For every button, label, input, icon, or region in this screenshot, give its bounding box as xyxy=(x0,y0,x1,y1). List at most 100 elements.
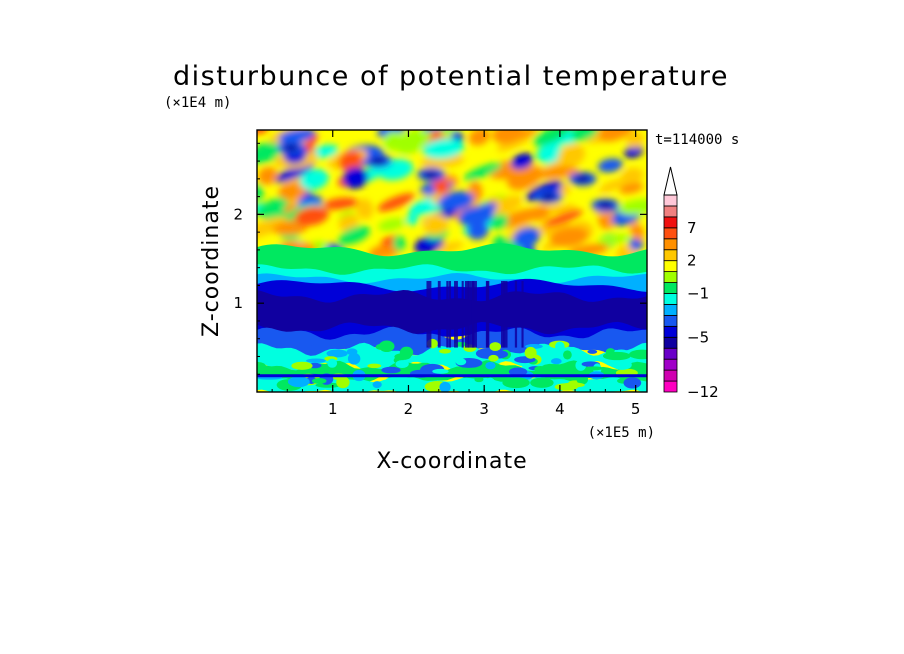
contour-blob xyxy=(338,214,359,232)
contour-streak xyxy=(485,280,489,348)
contour-blob xyxy=(347,352,361,365)
x-tick-label: 2 xyxy=(404,400,414,418)
contour-blob-core xyxy=(574,174,591,183)
y-tick-label: 2 xyxy=(233,205,243,223)
contour-blob xyxy=(423,214,449,236)
contour-blob-core xyxy=(283,143,300,152)
contour-streak xyxy=(454,280,458,348)
contour-blob xyxy=(278,181,308,200)
contour-streak xyxy=(467,280,472,348)
contour-blob xyxy=(512,227,541,248)
contour-blob xyxy=(346,348,358,356)
contour-blob xyxy=(326,349,348,358)
x-tick-label: 4 xyxy=(555,400,565,418)
colorbar-segment xyxy=(663,271,678,283)
contour-blob xyxy=(536,143,563,164)
contour-blob xyxy=(381,366,401,374)
contour-blob xyxy=(327,358,338,368)
colorbar-label: 7 xyxy=(687,219,697,237)
contour-blob xyxy=(508,367,528,377)
contour-blob xyxy=(432,368,449,374)
colorbar-segment xyxy=(663,380,678,393)
contour-blob xyxy=(563,350,572,360)
contour-blob xyxy=(485,361,496,370)
contour-streak xyxy=(446,280,449,348)
contour-blob xyxy=(257,166,278,185)
y-axis-label: Z-coordinate xyxy=(199,185,224,337)
contour-blob xyxy=(463,162,503,181)
contour-blob xyxy=(309,344,321,353)
contour-blob-core xyxy=(423,170,440,179)
contour-blob xyxy=(372,381,382,389)
colorbar-segment xyxy=(663,238,678,251)
contour-blob xyxy=(406,213,419,226)
y-axis-ticks: 12 xyxy=(233,142,647,375)
contour-blob xyxy=(271,219,299,232)
x-axis-label: X-coordinate xyxy=(376,449,527,474)
colorbar-segment xyxy=(663,205,678,218)
contour-blob xyxy=(425,383,434,391)
contour-blob xyxy=(467,221,489,240)
colorbar-segment xyxy=(663,282,678,294)
contour-blob xyxy=(488,354,499,362)
colorbar-segment xyxy=(663,249,678,262)
chart-title: disturbunce of potential temperature xyxy=(173,61,729,92)
y-scale-label: (×1E4 m) xyxy=(164,95,231,111)
contour-blob xyxy=(315,382,342,388)
contour-blob xyxy=(510,153,534,170)
contour-blob xyxy=(598,211,616,230)
contour-blob xyxy=(524,346,537,359)
contour-blob xyxy=(491,214,509,230)
contour-blob xyxy=(468,202,498,219)
contour-blob xyxy=(439,349,451,354)
contour-blob xyxy=(305,151,318,164)
contour-blob xyxy=(455,358,467,366)
colorbar-segment xyxy=(663,325,678,338)
contour-streak xyxy=(464,280,469,348)
contour-blob xyxy=(557,143,586,168)
contour-blob xyxy=(623,377,642,389)
contour-blob xyxy=(257,130,269,135)
contour-blob xyxy=(526,205,554,221)
contour-blob xyxy=(356,198,374,220)
x-tick-label: 5 xyxy=(631,400,641,418)
contour-blob xyxy=(536,166,579,179)
contour-blob xyxy=(383,131,404,151)
contour-blob xyxy=(294,206,329,226)
contour-streak xyxy=(426,280,432,348)
contour-streak xyxy=(521,280,524,348)
x-axis-ticks: 1 2 3 4 5 xyxy=(271,130,641,418)
contour-blob xyxy=(502,377,530,389)
contour-blob xyxy=(598,130,633,142)
contour-blob xyxy=(562,382,585,388)
contour-blob xyxy=(342,167,369,189)
contour-blob xyxy=(597,234,631,245)
colorbar-segment xyxy=(663,194,678,207)
contour-blob xyxy=(534,365,547,373)
contour-blob xyxy=(377,193,415,212)
colorbar-segment xyxy=(663,304,678,316)
colorbar-segment xyxy=(663,347,678,360)
contour-blob xyxy=(612,359,632,370)
contour-blob-core xyxy=(597,201,614,210)
contour-blob xyxy=(392,235,406,252)
contour-blob xyxy=(311,377,327,384)
contour-blob xyxy=(257,361,266,371)
contour-blob xyxy=(277,130,316,143)
x-tick-label: 3 xyxy=(479,400,489,418)
colorbar: 7 2 −1 −5 −12 xyxy=(663,166,719,401)
colorbar-extend-arrow xyxy=(663,166,678,196)
colorbar-segment xyxy=(663,216,678,229)
contour-blob xyxy=(287,376,310,388)
contour-blob xyxy=(385,376,414,385)
contour-streak xyxy=(501,280,505,348)
contour-blob xyxy=(257,142,280,165)
contour-blob xyxy=(546,364,565,369)
contour-blob xyxy=(599,179,625,193)
colorbar-segment xyxy=(663,227,678,240)
contour-blob xyxy=(323,197,359,210)
y-tick-label: 1 xyxy=(233,294,243,312)
colorbar-segment xyxy=(663,314,678,327)
contour-blobs xyxy=(257,130,647,265)
